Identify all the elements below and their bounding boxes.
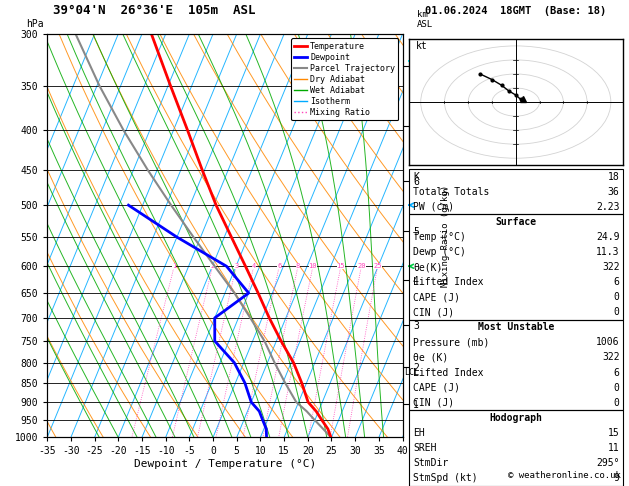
Text: 20: 20 (357, 263, 365, 269)
Text: km
ASL: km ASL (417, 11, 433, 29)
Text: Most Unstable: Most Unstable (477, 322, 554, 332)
Text: θe (K): θe (K) (413, 352, 448, 363)
Text: LCL: LCL (404, 368, 420, 378)
Text: SREH: SREH (413, 443, 437, 453)
Text: © weatheronline.co.uk: © weatheronline.co.uk (508, 471, 621, 480)
Text: 15: 15 (337, 263, 345, 269)
Text: 3: 3 (234, 263, 238, 269)
Text: 0: 0 (614, 292, 620, 302)
Text: hPa: hPa (26, 19, 43, 29)
Text: Hodograph: Hodograph (489, 413, 542, 423)
Legend: Temperature, Dewpoint, Parcel Trajectory, Dry Adiabat, Wet Adiabat, Isotherm, Mi: Temperature, Dewpoint, Parcel Trajectory… (291, 38, 398, 121)
Text: θe(K): θe(K) (413, 262, 443, 272)
Text: 1: 1 (172, 263, 176, 269)
Text: Mixing Ratio (g/kg): Mixing Ratio (g/kg) (441, 185, 450, 287)
Text: EH: EH (413, 428, 425, 438)
Text: StmDir: StmDir (413, 458, 448, 468)
Text: Lifted Index: Lifted Index (413, 367, 484, 378)
Text: 11: 11 (608, 443, 620, 453)
Text: Pressure (mb): Pressure (mb) (413, 337, 489, 347)
Text: 4: 4 (252, 263, 256, 269)
Text: 11.3: 11.3 (596, 247, 620, 257)
Text: CIN (J): CIN (J) (413, 398, 454, 408)
Text: 8: 8 (296, 263, 300, 269)
Text: CAPE (J): CAPE (J) (413, 382, 460, 393)
Text: 15: 15 (608, 428, 620, 438)
Text: 6: 6 (614, 367, 620, 378)
Text: Dewp (°C): Dewp (°C) (413, 247, 466, 257)
Text: 6: 6 (277, 263, 281, 269)
Text: 10: 10 (309, 263, 317, 269)
Text: 9: 9 (614, 473, 620, 483)
Text: 39°04'N  26°36'E  105m  ASL: 39°04'N 26°36'E 105m ASL (53, 4, 255, 17)
Text: 0: 0 (614, 398, 620, 408)
Text: 322: 322 (602, 352, 620, 363)
Text: 0: 0 (614, 307, 620, 317)
Text: StmSpd (kt): StmSpd (kt) (413, 473, 478, 483)
Text: 322: 322 (602, 262, 620, 272)
Text: kt: kt (416, 41, 428, 51)
Text: Temp (°C): Temp (°C) (413, 232, 466, 242)
X-axis label: Dewpoint / Temperature (°C): Dewpoint / Temperature (°C) (134, 459, 316, 469)
Text: 01.06.2024  18GMT  (Base: 18): 01.06.2024 18GMT (Base: 18) (425, 6, 606, 16)
Text: 2: 2 (210, 263, 214, 269)
Text: PW (cm): PW (cm) (413, 202, 454, 212)
Text: 25: 25 (373, 263, 382, 269)
Text: 24.9: 24.9 (596, 232, 620, 242)
Text: Totals Totals: Totals Totals (413, 187, 489, 197)
Text: CIN (J): CIN (J) (413, 307, 454, 317)
Text: Lifted Index: Lifted Index (413, 277, 484, 287)
Text: 295°: 295° (596, 458, 620, 468)
Text: K: K (413, 172, 419, 182)
Text: CAPE (J): CAPE (J) (413, 292, 460, 302)
Text: 36: 36 (608, 187, 620, 197)
Text: 1006: 1006 (596, 337, 620, 347)
Text: 2.23: 2.23 (596, 202, 620, 212)
Text: 18: 18 (608, 172, 620, 182)
Text: 6: 6 (614, 277, 620, 287)
Text: Surface: Surface (495, 217, 537, 227)
Text: 0: 0 (614, 382, 620, 393)
